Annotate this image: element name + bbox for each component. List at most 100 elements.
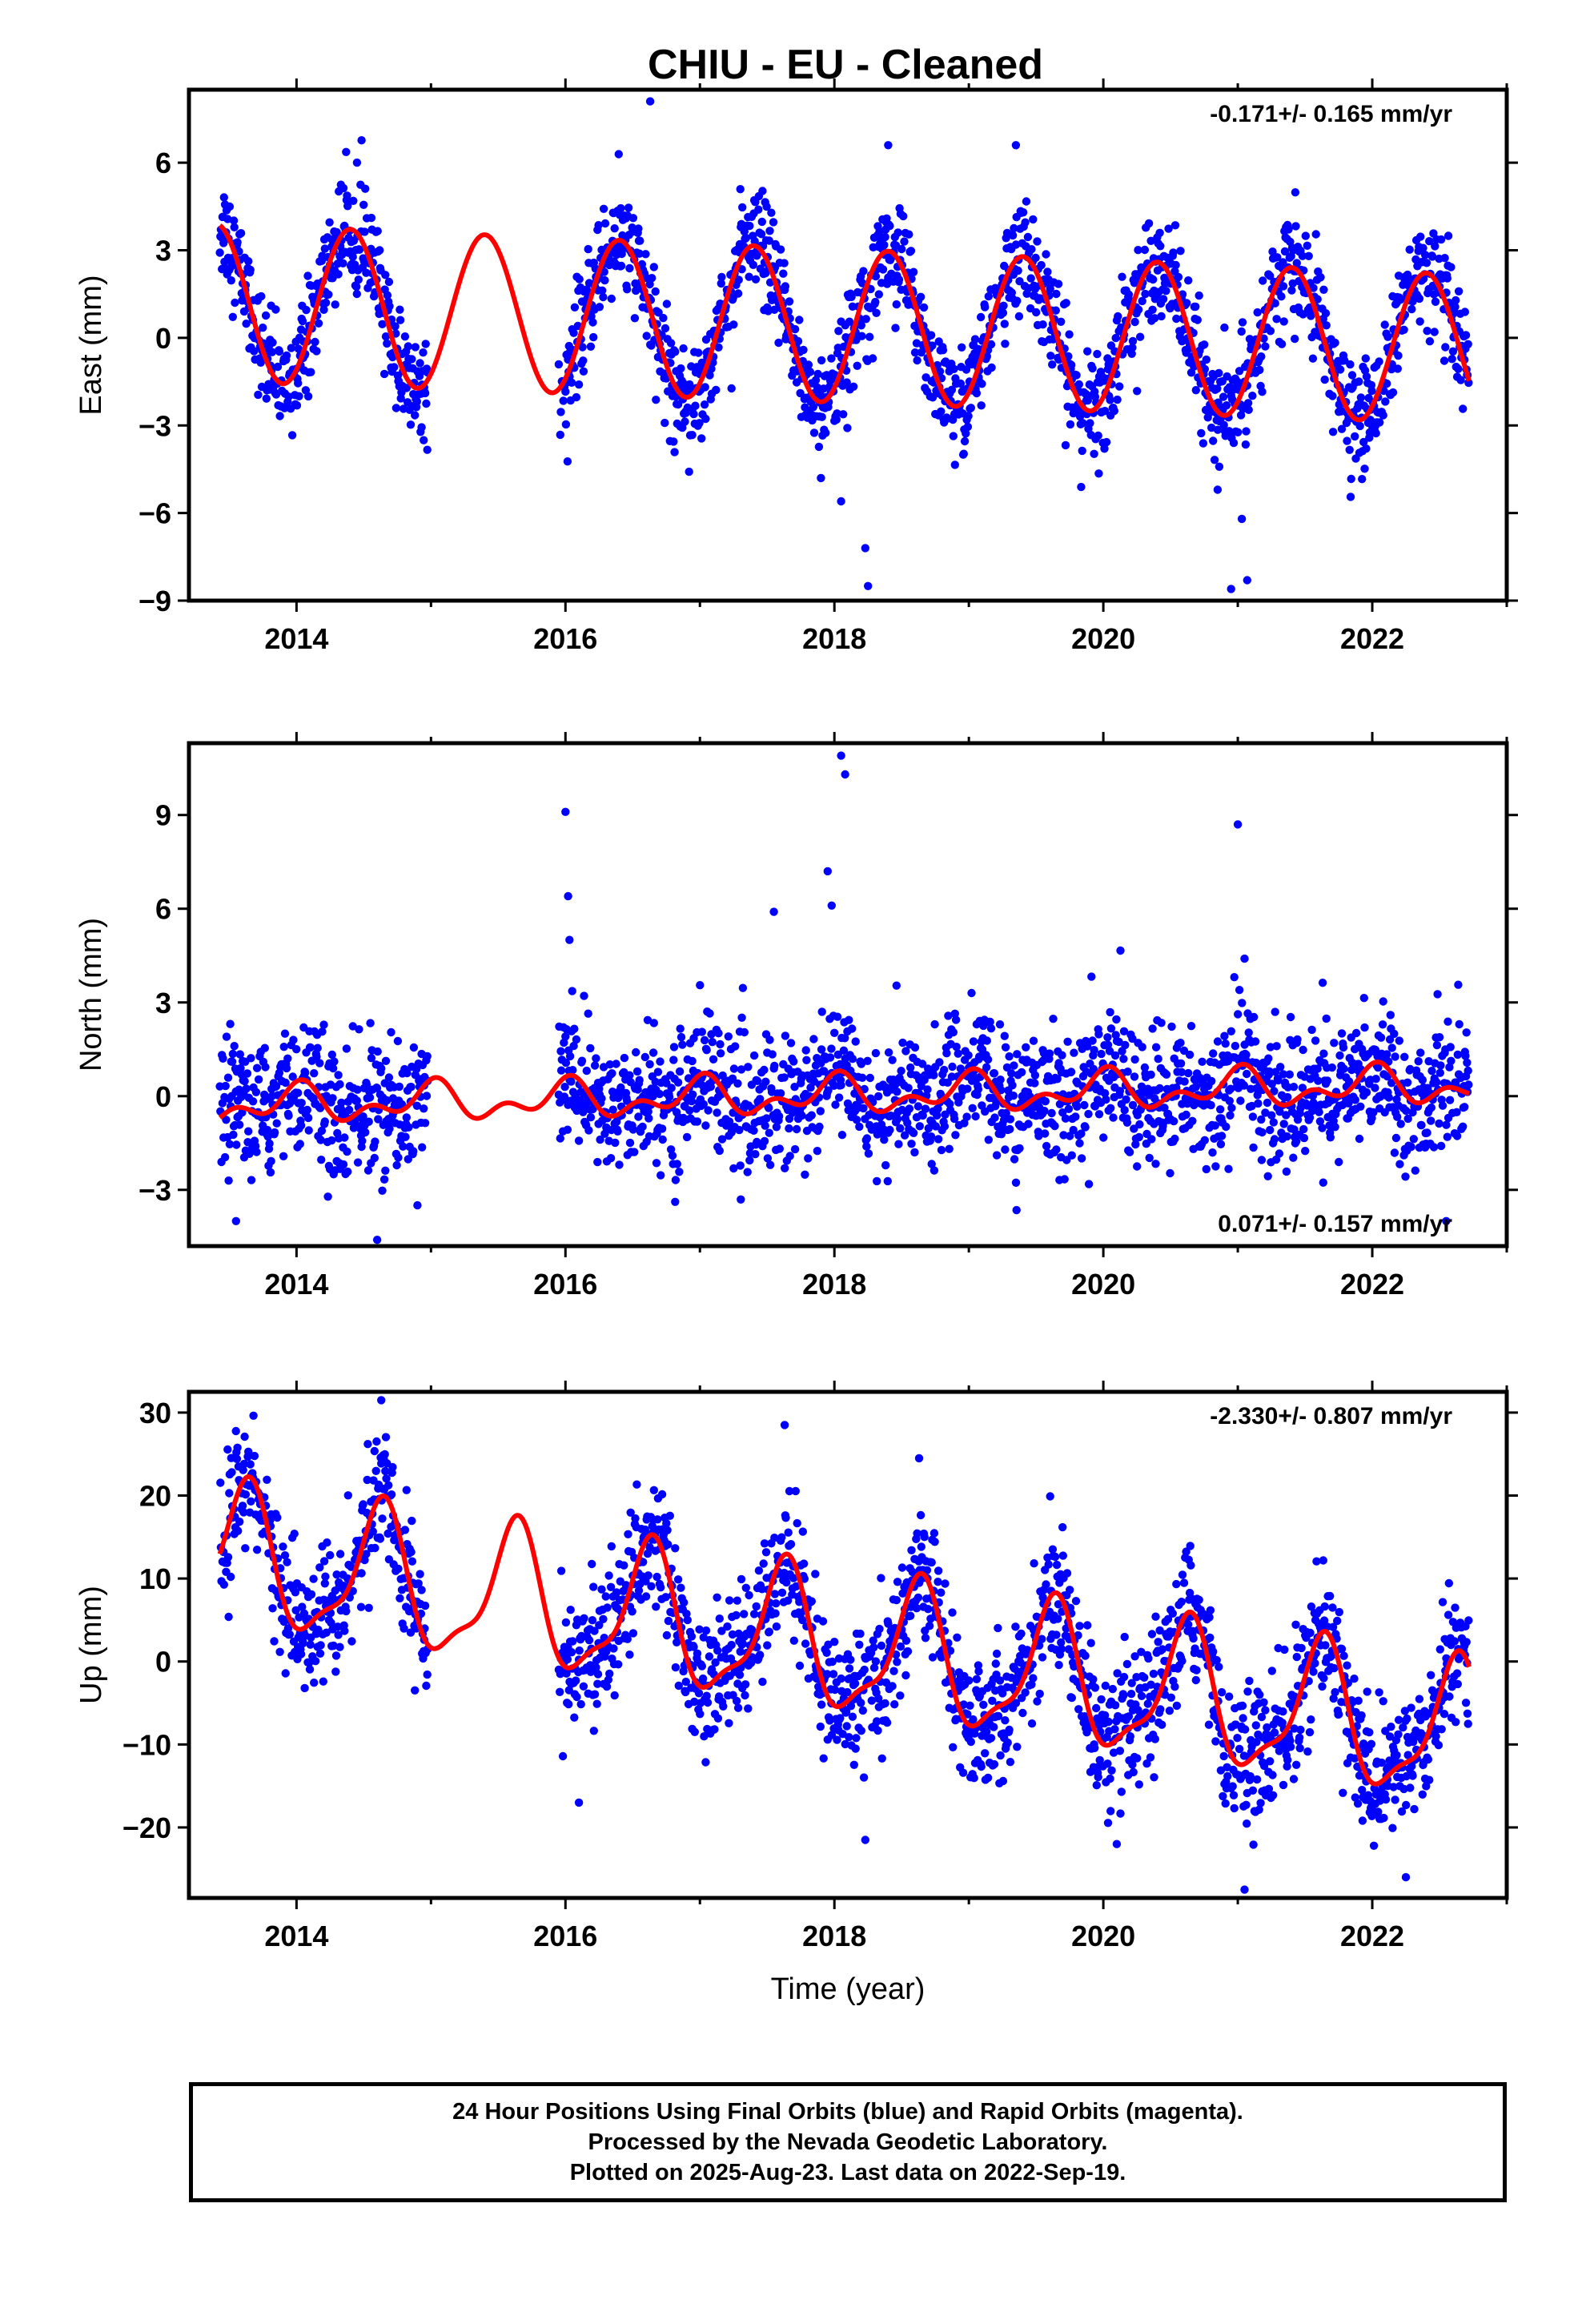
north-point bbox=[378, 1186, 387, 1196]
east-point bbox=[1150, 314, 1159, 323]
north-point bbox=[762, 1114, 771, 1123]
north-point bbox=[1279, 1120, 1288, 1128]
east-point bbox=[630, 314, 640, 323]
north-point bbox=[940, 1065, 949, 1075]
north-point bbox=[1371, 1075, 1380, 1084]
north-point bbox=[1060, 1175, 1069, 1184]
east-x-tick-label: 2014 bbox=[264, 622, 328, 655]
north-y-tick-label: 0 bbox=[155, 1080, 171, 1113]
north-point bbox=[1083, 1042, 1092, 1051]
north-point bbox=[295, 1140, 304, 1148]
north-point bbox=[1000, 1031, 1010, 1040]
east-point bbox=[1241, 440, 1251, 449]
up-point bbox=[568, 1637, 577, 1646]
north-point bbox=[1103, 1033, 1112, 1042]
east-point bbox=[652, 396, 661, 404]
up-point bbox=[732, 1610, 741, 1620]
east-point bbox=[390, 363, 399, 372]
north-point bbox=[352, 1096, 361, 1105]
north-point bbox=[1133, 1162, 1142, 1171]
north-point bbox=[790, 1144, 800, 1154]
north-point bbox=[310, 1069, 319, 1078]
up-point bbox=[239, 1508, 248, 1517]
east-point bbox=[225, 202, 235, 211]
north-point bbox=[1011, 1178, 1021, 1188]
east-point bbox=[700, 400, 709, 409]
north-point bbox=[785, 1152, 794, 1160]
north-point bbox=[1191, 1083, 1201, 1092]
north-point bbox=[1017, 1068, 1026, 1077]
east-point bbox=[1038, 320, 1047, 329]
north-point bbox=[1359, 994, 1369, 1003]
north-point bbox=[785, 1124, 793, 1133]
up-point bbox=[754, 1566, 764, 1575]
east-point bbox=[1454, 287, 1464, 296]
north-point bbox=[1227, 1027, 1236, 1036]
north-point bbox=[1042, 1141, 1051, 1151]
north-point bbox=[696, 981, 705, 990]
east-point bbox=[257, 292, 266, 301]
up-point bbox=[384, 1481, 393, 1490]
up-point bbox=[299, 1609, 309, 1618]
north-point bbox=[1454, 980, 1463, 989]
north-point bbox=[753, 1076, 762, 1086]
north-point bbox=[833, 1012, 842, 1021]
north-point bbox=[760, 1065, 769, 1075]
north-point bbox=[556, 1134, 564, 1143]
north-point bbox=[685, 1106, 694, 1115]
north-point bbox=[915, 1122, 925, 1131]
north-point bbox=[1274, 1076, 1283, 1085]
north-point bbox=[586, 1113, 596, 1122]
up-point bbox=[644, 1571, 652, 1580]
north-point bbox=[1188, 1116, 1197, 1126]
north-point bbox=[1013, 1050, 1022, 1059]
east-outlier-point bbox=[1243, 576, 1252, 585]
up-point bbox=[822, 1648, 831, 1657]
east-point bbox=[950, 364, 958, 373]
east-point bbox=[1273, 253, 1282, 262]
north-point bbox=[270, 1128, 279, 1137]
up-point bbox=[789, 1636, 798, 1645]
north-point bbox=[413, 1200, 422, 1210]
north-point bbox=[1034, 1132, 1043, 1140]
east-point bbox=[554, 360, 564, 369]
north-point bbox=[230, 1042, 239, 1051]
north-point bbox=[1145, 1153, 1154, 1163]
north-point bbox=[931, 1122, 941, 1131]
up-point bbox=[345, 1593, 354, 1602]
north-point bbox=[1170, 1134, 1179, 1144]
north-point bbox=[1443, 1132, 1452, 1141]
north-point bbox=[669, 1043, 679, 1051]
north-point bbox=[1249, 1143, 1258, 1152]
up-point bbox=[663, 1526, 672, 1535]
east-point bbox=[1279, 317, 1288, 326]
up-point bbox=[711, 1658, 720, 1667]
east-point bbox=[1436, 235, 1446, 244]
east-point bbox=[685, 467, 693, 476]
east-point bbox=[422, 399, 431, 408]
east-point bbox=[1072, 371, 1081, 380]
north-point bbox=[1248, 1112, 1258, 1121]
up-point bbox=[695, 1625, 704, 1634]
north-point bbox=[675, 1168, 684, 1176]
up-point bbox=[566, 1606, 575, 1614]
east-point bbox=[972, 388, 982, 398]
east-point bbox=[1199, 439, 1208, 448]
east-point bbox=[1337, 424, 1347, 433]
north-point bbox=[1234, 1010, 1243, 1019]
north-point bbox=[620, 1053, 629, 1063]
north-point bbox=[228, 1049, 237, 1059]
north-point bbox=[897, 1067, 905, 1076]
east-point bbox=[250, 347, 259, 356]
east-point bbox=[1279, 258, 1287, 267]
north-point bbox=[653, 1068, 663, 1076]
east-point bbox=[793, 336, 803, 346]
up-point bbox=[612, 1588, 621, 1597]
east-point bbox=[1422, 259, 1431, 267]
east-point bbox=[1029, 215, 1038, 224]
north-point bbox=[974, 1085, 983, 1094]
east-point bbox=[1322, 321, 1331, 330]
east-point bbox=[411, 411, 420, 420]
east-point bbox=[776, 245, 785, 254]
north-point bbox=[918, 1111, 927, 1120]
